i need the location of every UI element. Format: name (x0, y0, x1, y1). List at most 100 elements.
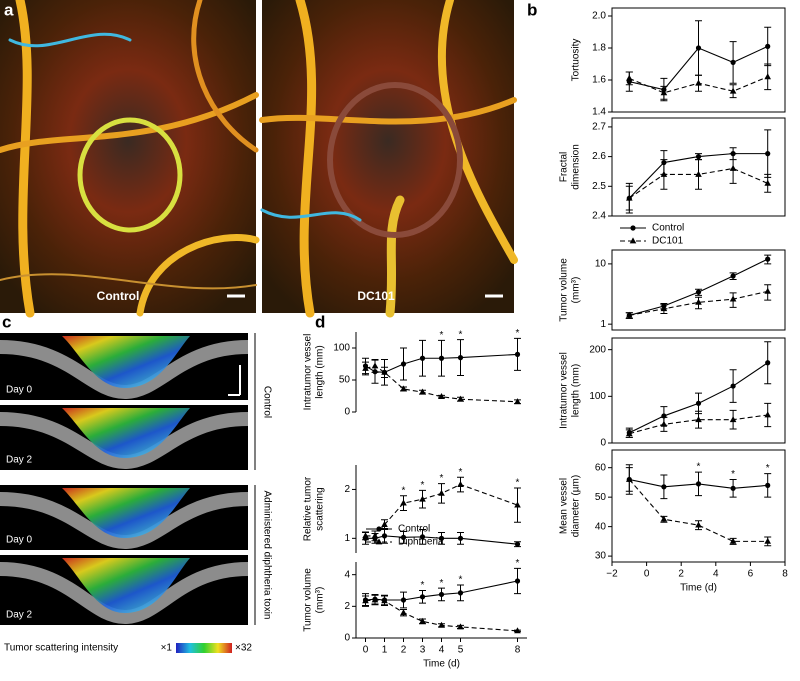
marker (400, 534, 407, 540)
x-tick-label: 6 (748, 569, 754, 580)
marker (457, 395, 464, 402)
y-tick-label: 50 (595, 492, 607, 503)
row-label: Day 0 (6, 535, 33, 546)
series-line (628, 479, 768, 542)
marker (660, 89, 668, 96)
y-tick-label: 4 (344, 569, 350, 580)
x-tick-label: 3 (420, 645, 426, 656)
marker (362, 364, 369, 371)
plot-frame (611, 117, 786, 217)
marker (765, 151, 771, 157)
series-line (629, 290, 768, 316)
x-tick-label: 2 (678, 569, 684, 580)
marker (764, 287, 771, 294)
y-axis-label: length (mm) (315, 345, 326, 398)
x-tick-label: 2 (401, 645, 407, 656)
y-axis-label: (mm³) (315, 587, 326, 614)
marker (514, 627, 521, 634)
y-tick-label: 0 (344, 407, 350, 418)
marker (438, 489, 445, 496)
marker (695, 521, 702, 528)
y-axis-label: Intratumor vessel (303, 334, 314, 411)
marker (729, 295, 737, 302)
x-tick-label: 5 (458, 645, 464, 656)
y-axis-label: Tumor volume (303, 568, 314, 632)
significance: * (440, 473, 444, 484)
panel-c: Day 0 Day 2 Day 0 Day 2 (0, 333, 249, 625)
marker (381, 597, 388, 604)
vessels (0, 0, 260, 318)
y-tick-label: 2.0 (592, 11, 606, 22)
marker (765, 482, 771, 488)
marker (400, 361, 407, 367)
legend-marker (375, 538, 383, 545)
y-axis-label: Mean vessel (559, 478, 570, 534)
marker (729, 164, 737, 171)
x-tick-label: 4 (439, 645, 445, 656)
marker (419, 388, 426, 395)
image-label: Control (97, 289, 140, 303)
marker (438, 621, 445, 628)
marker (626, 475, 633, 482)
row-label: Day 2 (6, 455, 33, 466)
marker (695, 45, 702, 51)
panel-label: d (315, 312, 325, 331)
x-axis-label: Time (d) (423, 659, 460, 670)
y-tick-label: 0 (600, 438, 606, 449)
marker (457, 480, 464, 487)
marker (626, 194, 633, 201)
marker (729, 416, 737, 423)
marker (765, 360, 771, 366)
row-label: Day 2 (6, 610, 33, 621)
legend-marker (629, 237, 637, 244)
marker (514, 351, 521, 357)
tissue-band (0, 412, 249, 470)
panel-label: c (2, 312, 11, 331)
marker (362, 532, 369, 539)
marker (660, 420, 668, 427)
legend-label: Control (652, 223, 684, 234)
marker (400, 499, 407, 506)
series-line (365, 483, 518, 537)
y-tick-label: 2.5 (592, 181, 606, 192)
y-axis-label: Tumor volume (559, 258, 570, 322)
y-tick-label: 1.6 (592, 75, 606, 86)
marker (695, 154, 702, 160)
marker (419, 594, 426, 600)
colorbar-max: ×32 (235, 643, 252, 654)
y-axis-label: Relative tumor (303, 476, 314, 541)
marker (626, 311, 633, 318)
marker (457, 535, 464, 541)
significance: * (421, 580, 425, 591)
marker (764, 411, 771, 418)
marker (400, 597, 407, 603)
marker (695, 416, 702, 423)
marker (764, 537, 771, 544)
y-tick-label: 2 (344, 601, 350, 612)
significance: * (516, 478, 520, 489)
marker (514, 501, 521, 508)
legend-label: DC101 (652, 236, 684, 247)
marker (419, 495, 426, 502)
tumor-region (62, 488, 190, 538)
image-label: DC101 (357, 289, 395, 303)
significance: * (402, 485, 406, 496)
y-tick-label: 1 (600, 319, 606, 330)
x-tick-label: 1 (382, 645, 388, 656)
legend-label: Control (398, 524, 430, 535)
significance: * (731, 469, 735, 480)
significance: * (459, 467, 463, 478)
y-tick-label: 2.7 (592, 122, 606, 133)
x-tick-label: 8 (782, 569, 788, 580)
x-tick-label: 8 (515, 645, 521, 656)
y-tick-label: 10 (595, 259, 607, 270)
y-tick-label: 60 (595, 462, 607, 473)
legend-label: Diphtheria (398, 537, 444, 548)
y-tick-label: 0 (344, 633, 350, 644)
marker (419, 355, 426, 361)
marker (626, 430, 633, 437)
y-axis-label: Intratumor vessel (559, 352, 570, 429)
colorbar (176, 643, 232, 653)
tumor-region (62, 558, 190, 613)
marker (438, 591, 445, 598)
